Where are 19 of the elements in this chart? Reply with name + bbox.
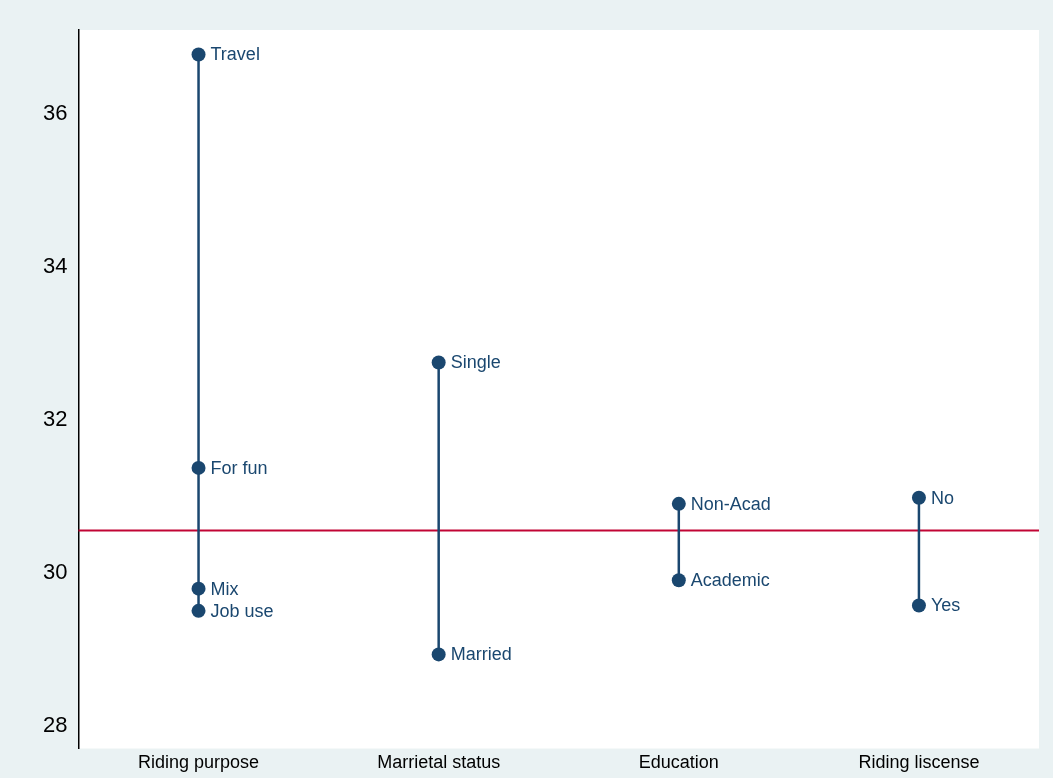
annotation: Job use	[210, 600, 274, 621]
y-tick-label: 28	[42, 711, 68, 737]
y-tick-label: 36	[42, 100, 68, 126]
annotation: Mix	[210, 578, 239, 599]
x-tick-label: Riding purpose	[138, 752, 260, 773]
y-tick-label: 32	[42, 405, 68, 431]
x-tick-label: Education	[638, 752, 719, 773]
annotation: Academic	[690, 570, 770, 591]
annotation: Non-Acad	[690, 493, 771, 514]
annotation: For fun	[210, 457, 268, 478]
annotation: Single	[450, 352, 501, 373]
y-tick-label: 30	[42, 558, 68, 584]
x-tick-label: Marrietal status	[377, 752, 501, 773]
x-tick-label: Riding liscense	[858, 752, 980, 773]
y-tick-label: 34	[42, 252, 68, 278]
annotation: Travel	[210, 44, 260, 65]
annotation: Married	[450, 644, 512, 665]
annotation: Yes	[930, 595, 961, 616]
annotation: No	[930, 487, 954, 508]
